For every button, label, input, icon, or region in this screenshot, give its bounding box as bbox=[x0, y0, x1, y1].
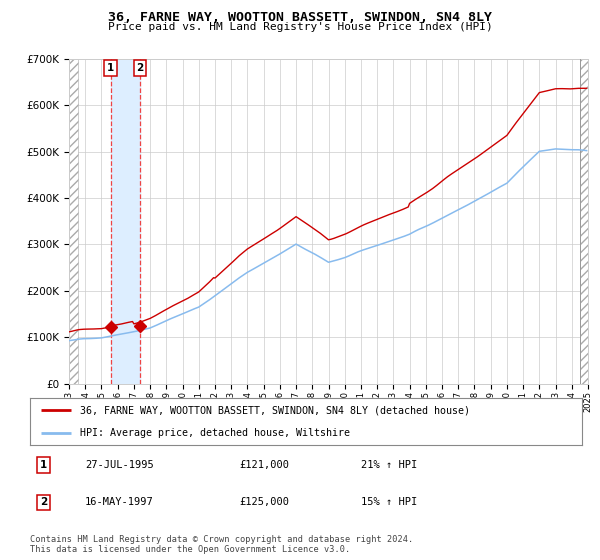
Text: Price paid vs. HM Land Registry's House Price Index (HPI): Price paid vs. HM Land Registry's House … bbox=[107, 22, 493, 32]
Text: 16-MAY-1997: 16-MAY-1997 bbox=[85, 497, 154, 507]
Text: 1: 1 bbox=[107, 63, 115, 73]
Text: £125,000: £125,000 bbox=[240, 497, 290, 507]
Bar bbox=[69, 59, 79, 384]
Text: 1: 1 bbox=[40, 460, 47, 470]
Text: 2: 2 bbox=[136, 63, 143, 73]
Text: Contains HM Land Registry data © Crown copyright and database right 2024.
This d: Contains HM Land Registry data © Crown c… bbox=[30, 535, 413, 554]
Text: HPI: Average price, detached house, Wiltshire: HPI: Average price, detached house, Wilt… bbox=[80, 428, 350, 438]
Text: 36, FARNE WAY, WOOTTON BASSETT, SWINDON, SN4 8LY: 36, FARNE WAY, WOOTTON BASSETT, SWINDON,… bbox=[108, 11, 492, 24]
Text: £121,000: £121,000 bbox=[240, 460, 290, 470]
Text: 21% ↑ HPI: 21% ↑ HPI bbox=[361, 460, 418, 470]
Text: 2: 2 bbox=[40, 497, 47, 507]
Text: 27-JUL-1995: 27-JUL-1995 bbox=[85, 460, 154, 470]
Text: 15% ↑ HPI: 15% ↑ HPI bbox=[361, 497, 418, 507]
Bar bbox=[580, 59, 591, 384]
Text: 36, FARNE WAY, WOOTTON BASSETT, SWINDON, SN4 8LY (detached house): 36, FARNE WAY, WOOTTON BASSETT, SWINDON,… bbox=[80, 405, 470, 416]
Bar bbox=[110, 59, 140, 384]
